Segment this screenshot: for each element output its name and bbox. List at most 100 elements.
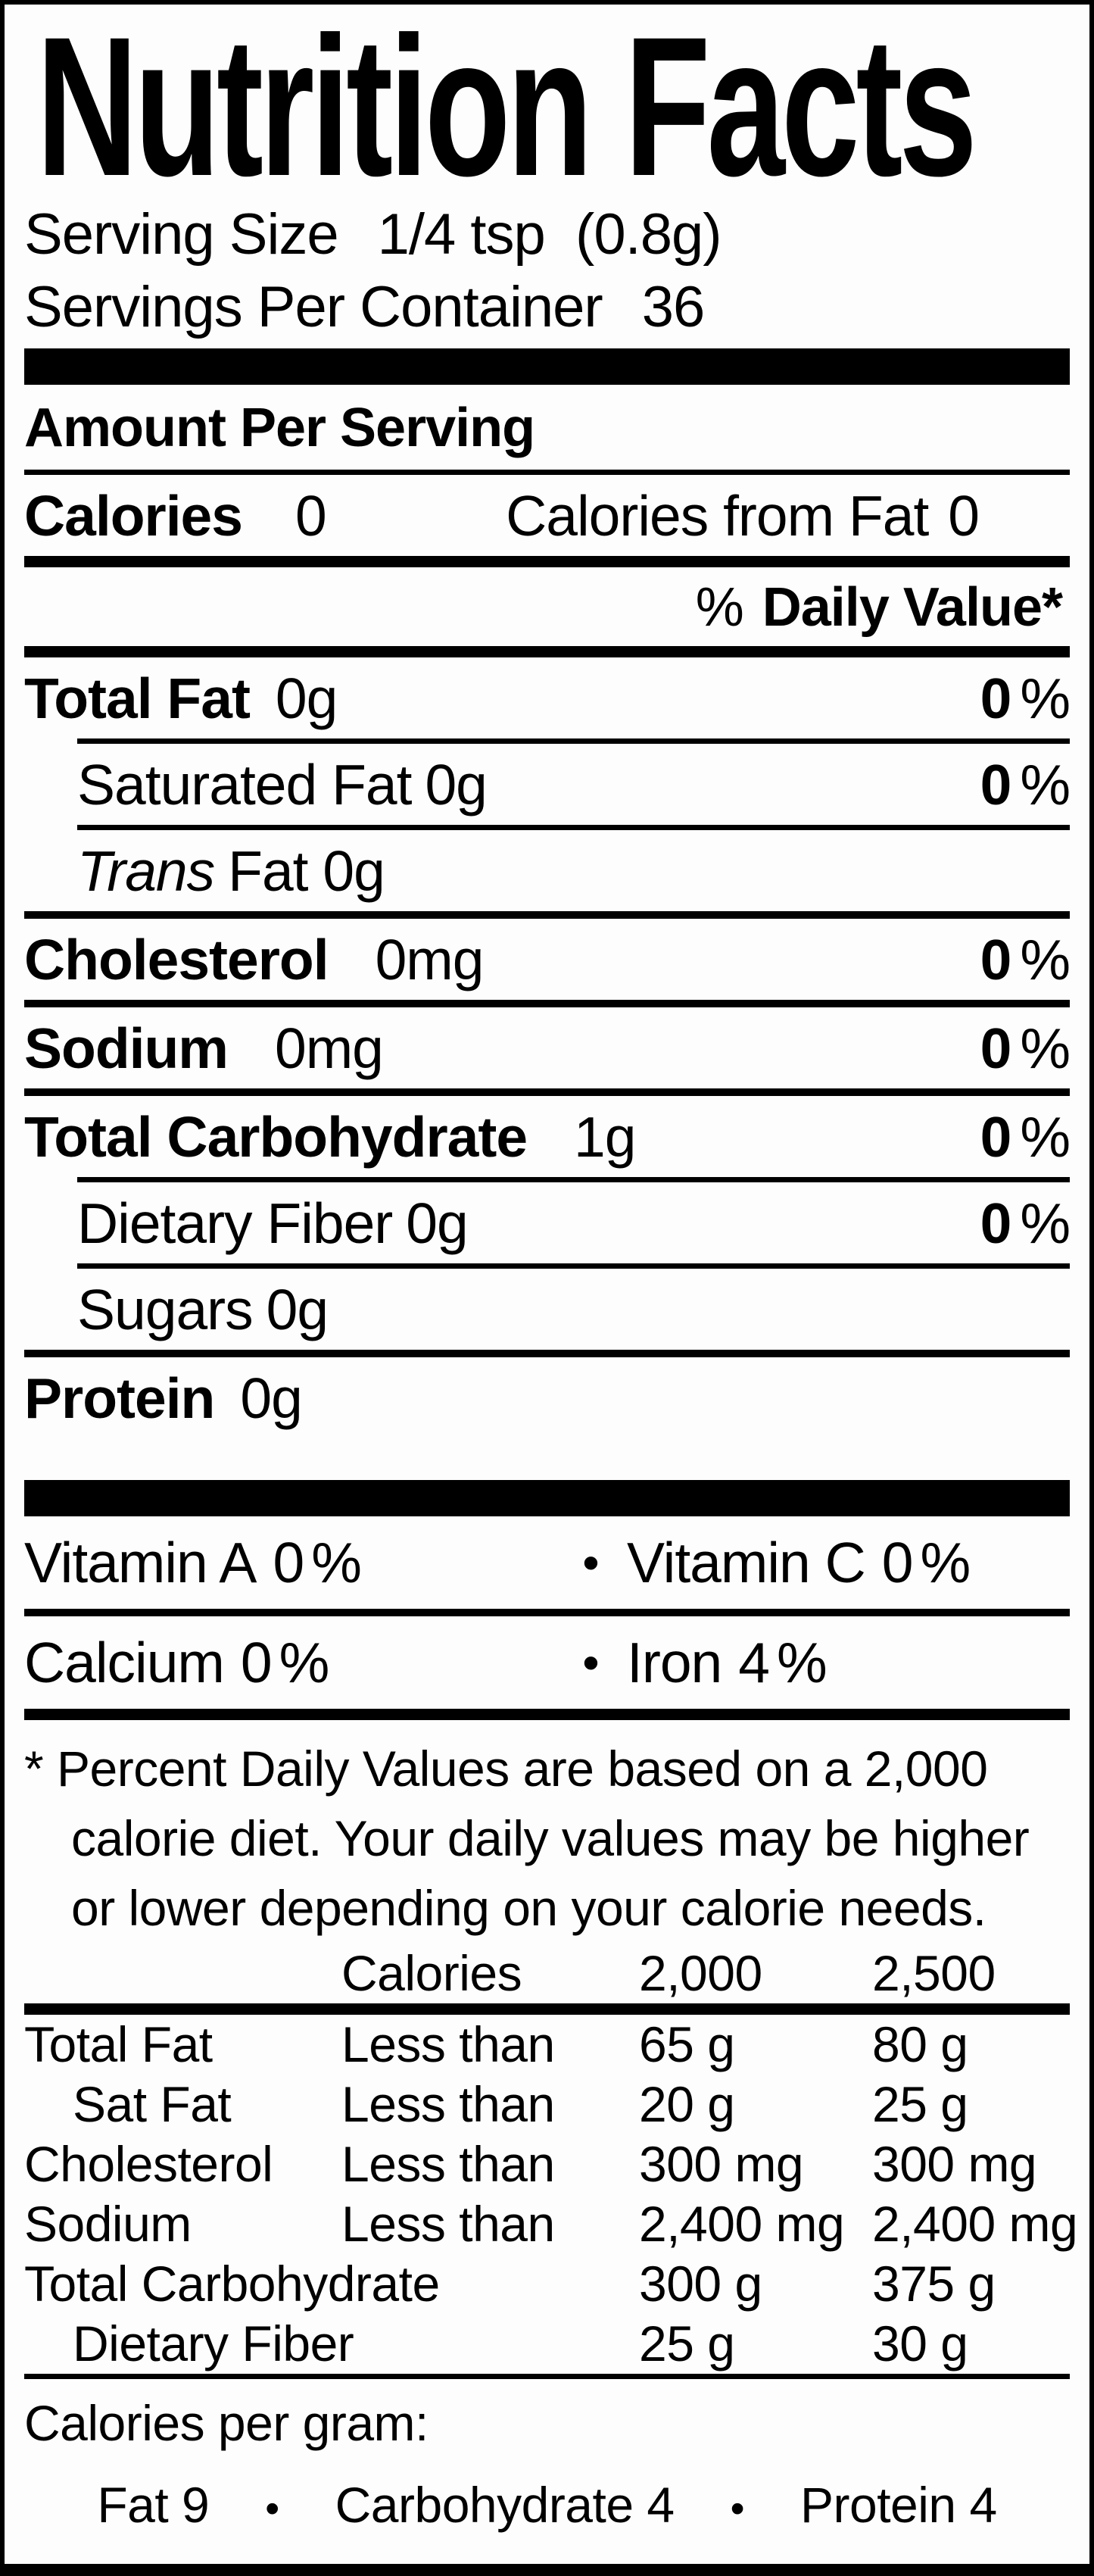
iron-label: Iron (627, 1631, 722, 1694)
separator-after-trans-fat (24, 911, 1070, 919)
protein-amount: 0g (240, 1366, 302, 1430)
vitamin-a-value: 0 (273, 1531, 304, 1594)
dietary-fiber-amount: 0g (406, 1191, 468, 1255)
serving-size-value: 1/4 tsp (0.8g) (377, 202, 722, 267)
separator-after-vitamin-row (24, 1609, 1070, 1616)
table-row-qualifier: Less than (341, 2136, 555, 2192)
table-row-2500-value: 2,400 mg (872, 2196, 1078, 2252)
sugars-label: Sugars (77, 1278, 254, 1341)
row-calories: Calories 0 Calories from Fat 0 (24, 475, 1070, 556)
total-fat-amount: 0g (275, 667, 338, 730)
separator-after-calcium-row (24, 1709, 1070, 1720)
cholesterol-label: Cholesterol (24, 928, 329, 991)
sugars-amount: 0g (266, 1278, 329, 1341)
table-row-qualifier: Less than (341, 2076, 555, 2132)
calcium-label: Calcium (24, 1631, 225, 1694)
dietary-fiber-daily-value: 0% (980, 1191, 1071, 1255)
table-header-2000: 2,000 (639, 1945, 762, 2001)
vitamin-a-cell: Vitamin A 0% (24, 1531, 362, 1594)
servings-per-container-label: Servings Per Container (24, 275, 603, 339)
daily-value-header: % Daily Value* (24, 567, 1070, 646)
bullet-icon: • (265, 2486, 279, 2531)
table-row-name: Total Fat (24, 2016, 213, 2072)
daily-value-percent-sign: % (695, 577, 744, 638)
row-sugars: Sugars 0g (24, 1269, 1070, 1350)
separator-after-calories (24, 556, 1070, 567)
table-header-2500: 2,500 (872, 1945, 996, 2001)
total-carbohydrate-daily-value: 0% (980, 1105, 1071, 1169)
table-row-qualifier: Less than (341, 2196, 555, 2252)
calories-from-fat-label: Calories from Fat (506, 484, 929, 548)
separator-after-total-carbohydrate (77, 1177, 1070, 1182)
saturated-fat-daily-value: 0% (980, 753, 1071, 817)
sodium-amount: 0mg (275, 1016, 384, 1080)
table-row-qualifier (341, 2254, 639, 2314)
table-row-2000-value: 20 g (639, 2076, 735, 2132)
sodium-label: Sodium (24, 1016, 229, 1080)
daily-values-table: Calories 2,000 2,500 (24, 1943, 1070, 2003)
calories-per-gram-label: Calories per gram: (24, 2395, 429, 2451)
table-row-2000-value: 2,400 mg (639, 2196, 845, 2252)
calories-from-fat: Calories from Fat 0 (506, 484, 980, 548)
bullet-icon: • (730, 2486, 745, 2531)
table-row-name: Total Carbohydrate (24, 2256, 440, 2312)
table-row-name: Cholesterol (24, 2136, 273, 2192)
calories-from-fat-value: 0 (948, 484, 980, 548)
protein-label: Protein (24, 1366, 215, 1430)
table-row-qualifier: Less than (341, 2016, 555, 2072)
separator-after-cholesterol (24, 1000, 1070, 1007)
table-header-calories: Calories (341, 1945, 522, 2001)
calories-label: Calories (24, 484, 243, 548)
servings-per-container-line: Servings Per Container 36 (24, 271, 1070, 344)
bullet-icon: • (582, 1635, 599, 1690)
separator-after-sodium (24, 1088, 1070, 1096)
trans-fat-label-italic: Trans (77, 839, 215, 903)
calcium-cell: Calcium 0% (24, 1631, 329, 1694)
serving-size-line: Serving Size 1/4 tsp (0.8g) (24, 198, 1070, 271)
table-row-2500-value: 375 g (872, 2256, 996, 2312)
daily-value-header-label: Daily Value* (762, 577, 1063, 638)
row-vitamin-a-c: Vitamin A 0% • Vitamin C 0% (24, 1516, 1070, 1609)
page-title-text: Nutrition Facts (36, 0, 977, 217)
total-carbohydrate-label: Total Carbohydrate (24, 1105, 528, 1169)
row-protein: Protein 0g (24, 1357, 1070, 1438)
iron-value: 4 (738, 1631, 770, 1694)
table-row-2500-value: 80 g (872, 2016, 968, 2072)
separator-before-calories-per-gram (24, 2374, 1070, 2379)
table-row-name: Dietary Fiber (73, 2315, 354, 2371)
separator-after-saturated-fat (77, 825, 1070, 830)
table-row-2500-value: 30 g (872, 2315, 968, 2371)
row-calcium-iron: Calcium 0% • Iron 4% (24, 1616, 1070, 1709)
table-header-empty (24, 1943, 341, 2003)
separator-after-dietary-fiber (77, 1263, 1070, 1269)
sodium-daily-value: 0% (980, 1016, 1071, 1080)
footnote-line-1: * Percent Daily Values are based on a 2,… (24, 1741, 988, 1797)
table-row-name: Sodium (24, 2196, 192, 2252)
dietary-fiber-label: Dietary Fiber (77, 1191, 393, 1255)
table-row-2000-value: 65 g (639, 2016, 735, 2072)
table-row-2000-value: 25 g (639, 2315, 735, 2371)
row-total-fat: Total Fat 0g 0% (24, 657, 1071, 738)
trans-fat-label-rest: Fat 0g (228, 839, 385, 903)
bullet-icon: • (582, 1535, 599, 1590)
total-fat-label: Total Fat (24, 667, 251, 730)
cpg-protein: Protein 4 (800, 2477, 997, 2533)
row-dietary-fiber: Dietary Fiber 0g 0% (24, 1182, 1071, 1263)
vitamin-c-cell: Vitamin C 0% (627, 1531, 971, 1594)
calories-value: 0 (295, 484, 327, 548)
row-saturated-fat: Saturated Fat 0g 0% (24, 744, 1071, 825)
iron-cell: Iron 4% (627, 1631, 828, 1694)
amount-per-serving-heading: Amount Per Serving (24, 398, 535, 458)
daily-values-table-body: Total Fat Less than 65 g 80 g Sat Fat Le… (24, 2015, 1078, 2374)
separator-after-sugars (24, 1350, 1070, 1357)
separator-after-daily-value-header (24, 646, 1070, 657)
page-title: Nutrition Facts (36, 0, 1070, 217)
separator-after-amount-per-serving (24, 470, 1070, 475)
cpg-fat: Fat 9 (97, 2477, 210, 2533)
vitamin-c-value: 0 (881, 1531, 914, 1594)
section-bar-top (24, 348, 1070, 385)
row-trans-fat: Trans Fat 0g (24, 830, 1070, 911)
cholesterol-amount: 0mg (375, 928, 485, 991)
cpg-carbohydrate: Carbohydrate 4 (335, 2477, 675, 2533)
